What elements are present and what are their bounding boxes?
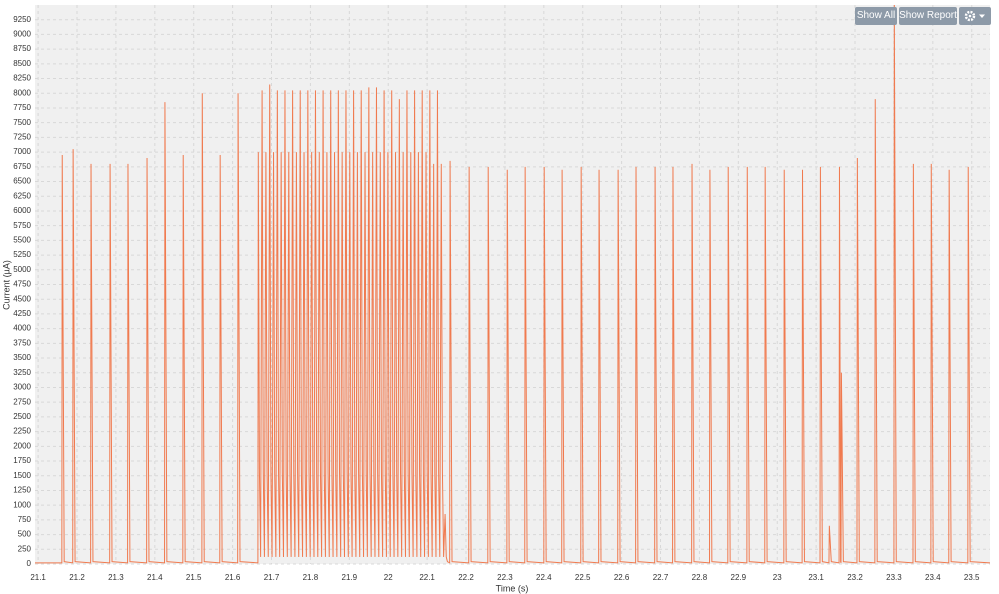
gear-center [968,14,972,18]
x-tick-label: 21.1 [30,573,46,582]
x-tick-label: 21.2 [69,573,85,582]
y-tick-label: 6750 [13,162,31,171]
x-tick-label: 21.5 [186,573,202,582]
y-tick-label: 8500 [13,59,31,68]
settings-button[interactable] [959,7,991,25]
y-tick-label: 8250 [13,74,31,83]
y-tick-label: 7000 [13,147,31,156]
y-tick-label: 1250 [13,486,31,495]
y-tick-label: 6000 [13,206,31,215]
y-tick-label: 2250 [13,427,31,436]
tick-labels: 0 250 500 750 1000 1250 1500 1750 2000 2250 2500 27… [13,15,980,582]
show-all-button[interactable]: Show All [855,7,897,25]
x-tick-label: 21.8 [303,573,319,582]
y-tick-label: 2500 [13,412,31,421]
x-tick-label: 23.4 [925,573,941,582]
y-tick-label: 5250 [13,250,31,259]
y-tick-label: 9250 [13,15,31,24]
x-tick-label: 23 [773,573,782,582]
y-tick-label: 4750 [13,280,31,289]
y-tick-label: 1000 [13,500,31,509]
y-tick-label: 3000 [13,383,31,392]
x-tick-label: 21.3 [108,573,124,582]
y-tick-label: 4500 [13,294,31,303]
x-tick-label: 22.4 [536,573,552,582]
x-tick-label: 22.6 [614,573,630,582]
x-tick-label: 23.1 [808,573,824,582]
x-tick-label: 21.9 [342,573,358,582]
y-tick-label: 2750 [13,397,31,406]
x-tick-label: 22.9 [731,573,747,582]
y-tick-label: 7500 [13,118,31,127]
y-tick-label: 5750 [13,221,31,230]
y-tick-label: 9000 [13,30,31,39]
y-tick-label: 0 [27,559,32,568]
y-tick-label: 6500 [13,177,31,186]
y-tick-label: 3500 [13,353,31,362]
show-report-button[interactable]: Show Report [899,7,957,25]
x-tick-label: 21.4 [147,573,163,582]
settings-icon [964,10,985,22]
x-tick-label: 22.1 [419,573,435,582]
y-tick-label: 2000 [13,441,31,450]
y-tick-label: 3750 [13,338,31,347]
y-tick-label: 3250 [13,368,31,377]
y-tick-label: 8000 [13,88,31,97]
x-tick-label: 22.8 [692,573,708,582]
current-trace [35,4,991,564]
gear-icon [964,10,976,22]
x-tick-label: 22.3 [497,573,513,582]
y-tick-label: 1750 [13,456,31,465]
x-tick-label: 21.6 [225,573,241,582]
x-axis-title: Time (s) [496,583,529,593]
y-tick-label: 6250 [13,191,31,200]
dropdown-arrow [979,14,985,18]
y-axis-title: Current (µA) [1,260,11,310]
x-tick-label: 22.5 [575,573,591,582]
y-tick-label: 4250 [13,309,31,318]
y-tick-label: 4000 [13,324,31,333]
x-tick-label: 22.2 [458,573,474,582]
y-tick-label: 7250 [13,133,31,142]
y-tick-label: 250 [18,544,32,553]
x-tick-label: 23.3 [886,573,902,582]
y-tick-label: 1500 [13,471,31,480]
marks [35,4,991,564]
y-tick-label: 500 [18,530,32,539]
plot-area [35,5,990,564]
x-tick-label: 22 [384,573,393,582]
y-tick-label: 5500 [13,235,31,244]
x-tick-label: 21.7 [264,573,280,582]
y-tick-label: 750 [18,515,32,524]
x-tick-label: 23.2 [847,573,863,582]
y-tick-label: 8750 [13,44,31,53]
y-tick-label: 5000 [13,265,31,274]
x-tick-label: 23.5 [964,573,980,582]
y-tick-label: 7750 [13,103,31,112]
x-tick-label: 22.7 [653,573,669,582]
